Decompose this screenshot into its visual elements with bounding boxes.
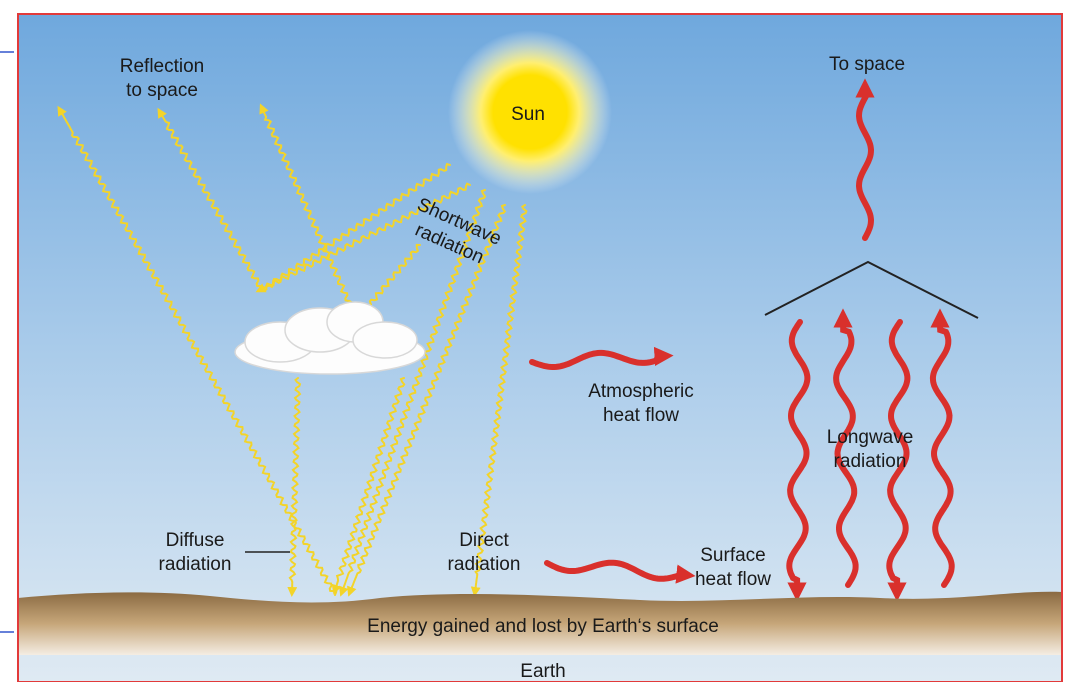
longwave-arrow — [786, 319, 811, 602]
label: Longwave — [827, 427, 914, 448]
label: Diffuse — [166, 530, 225, 551]
ground — [18, 591, 1062, 655]
label: Direct — [459, 530, 509, 551]
rays — [57, 78, 955, 602]
label: Reflection — [120, 56, 205, 77]
shortwave-ray — [157, 107, 451, 293]
label: To space — [829, 54, 905, 75]
label: heat flow — [695, 569, 771, 590]
label: to space — [126, 80, 198, 101]
sun — [448, 30, 612, 194]
shortwave-ray — [255, 182, 471, 293]
cloud — [234, 301, 426, 375]
shortwave-ray — [259, 103, 353, 306]
label: radiation — [159, 554, 232, 575]
longwave-arrow — [886, 319, 911, 602]
label: Energy gained and lost by Earth‘s surfac… — [367, 616, 719, 637]
label: radiation — [834, 451, 907, 472]
shortwave-ray — [470, 204, 528, 597]
atmospheric-heat-arrow — [529, 346, 674, 370]
frame — [17, 13, 1063, 682]
label: heat flow — [603, 405, 679, 426]
label: radiation — [448, 554, 521, 575]
surface-heat-arrow — [544, 559, 696, 584]
longwave-arrow — [833, 308, 859, 588]
label: Earth — [520, 661, 565, 682]
label: Sun — [511, 104, 545, 125]
label: Atmospheric — [588, 381, 694, 402]
shortwave-ray — [361, 243, 421, 314]
shortwave-ray — [57, 105, 338, 596]
longwave-arrow — [929, 308, 955, 588]
label: Surface — [700, 545, 765, 566]
shortwave-ray — [287, 377, 302, 597]
longwave-to-space — [855, 78, 875, 241]
convergence-lines — [764, 260, 979, 319]
shortwave-ray — [331, 377, 406, 595]
shortwave-ray — [339, 189, 487, 597]
shortwave-ray — [347, 204, 507, 597]
